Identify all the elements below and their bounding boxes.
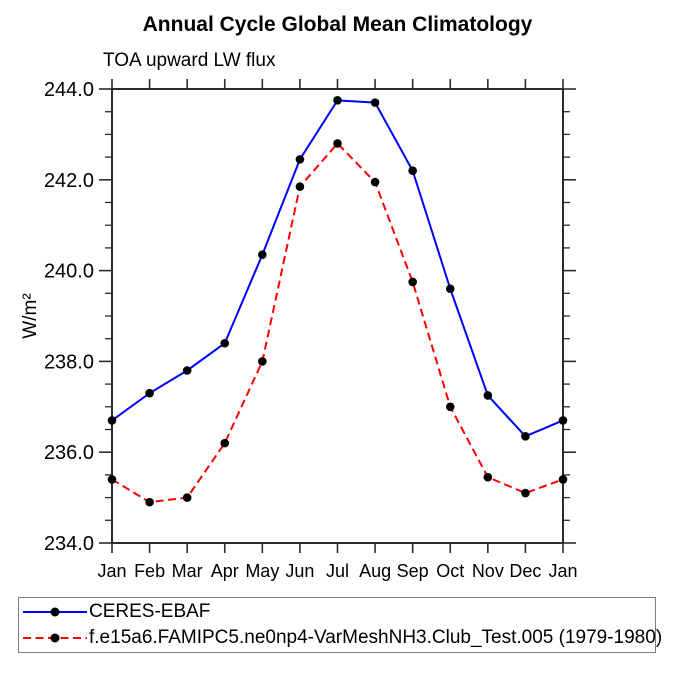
y-tick-label: 238.0 — [44, 351, 94, 373]
legend-dashed-line-marker-icon — [23, 633, 87, 643]
plot-border — [111, 88, 564, 544]
legend-item-ceres-ebaf: CERES-EBAF — [19, 599, 655, 625]
y-tick-label: 240.0 — [44, 261, 94, 283]
x-tick-label: Sep — [397, 561, 429, 581]
data-point-marker — [220, 338, 230, 348]
data-point-marker — [370, 98, 380, 107]
y-tick-label: 244.0 — [44, 79, 94, 101]
chart-subtitle: TOA upward LW flux — [103, 50, 276, 71]
data-point-marker — [182, 493, 192, 502]
chart-title: Annual Cycle Global Mean Climatology — [142, 13, 533, 36]
data-point-marker — [445, 284, 455, 294]
x-tick-label: Apr — [211, 561, 239, 581]
legend: CERES-EBAF f.e15a6.FAMIPC5.ne0np4-VarMes… — [18, 597, 662, 653]
data-point-marker — [408, 166, 417, 176]
x-tick-label: Mar — [172, 561, 203, 581]
data-point-marker — [295, 155, 305, 164]
x-tick-label: Dec — [509, 561, 541, 581]
x-tick-label: Oct — [436, 561, 464, 581]
data-point-marker — [521, 432, 530, 441]
legend-item-model: f.e15a6.FAMIPC5.ne0np4-VarMeshNH3.Club_T… — [19, 625, 662, 651]
data-point-marker — [145, 497, 154, 507]
data-point-marker — [521, 488, 530, 498]
series-line-0 — [111, 99, 564, 438]
x-tick-label: Jun — [285, 561, 314, 581]
data-point-marker — [295, 182, 305, 191]
data-point-marker — [483, 472, 493, 482]
data-point-marker — [182, 366, 192, 375]
data-point-marker — [258, 250, 267, 260]
x-tick-label: Aug — [359, 561, 391, 581]
x-tick-label: Jan — [548, 561, 577, 581]
x-tick-label: May — [245, 561, 279, 581]
y-tick-label: 234.0 — [44, 533, 94, 555]
series-line-1 — [111, 142, 564, 504]
y-tick-label: 242.0 — [44, 170, 94, 192]
x-tick-label: Jan — [97, 561, 126, 581]
data-point-marker — [107, 475, 117, 484]
x-tick-label: Jul — [326, 561, 349, 581]
legend-label-model: f.e15a6.FAMIPC5.ne0np4-VarMeshNH3.Club_T… — [89, 627, 663, 648]
x-tick-label: Feb — [134, 561, 165, 581]
data-point-marker — [220, 438, 230, 448]
data-point-marker — [483, 391, 493, 400]
data-point-marker — [408, 277, 417, 287]
data-point-marker — [107, 416, 117, 425]
x-tick-label: Nov — [472, 561, 504, 581]
legend-solid-line-marker-icon — [23, 607, 87, 617]
legend-label-ceres-ebaf: CERES-EBAF — [89, 601, 211, 622]
data-point-marker — [333, 96, 342, 105]
y-tick-label: 236.0 — [44, 442, 94, 464]
data-point-marker — [445, 402, 455, 412]
data-point-marker — [145, 388, 154, 398]
data-point-marker — [370, 177, 380, 187]
data-point-marker — [558, 475, 568, 484]
data-point-marker — [258, 357, 267, 366]
data-point-marker — [333, 139, 342, 148]
data-point-marker — [558, 416, 568, 425]
